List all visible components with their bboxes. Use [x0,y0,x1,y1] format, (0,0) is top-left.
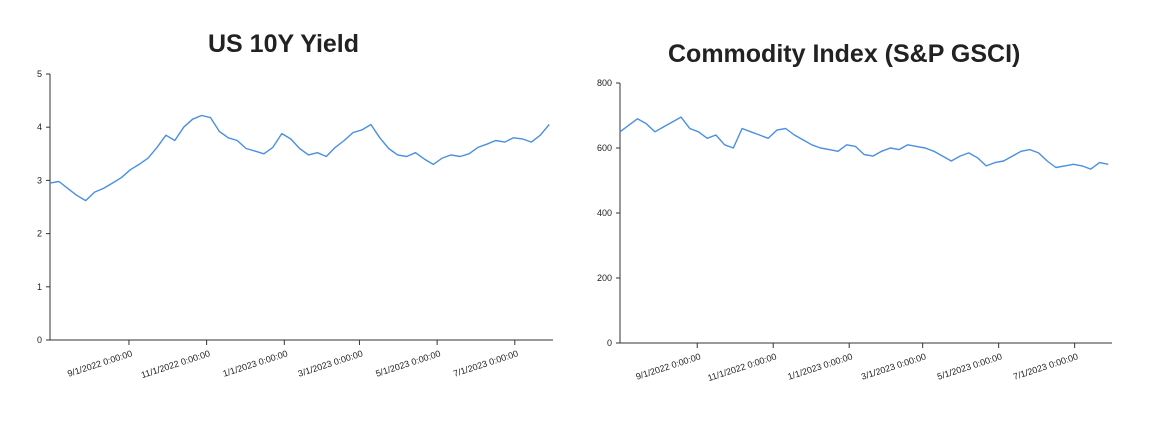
x-tick-label: 9/1/2022 0:00:00 [66,348,133,378]
series-line [49,114,550,202]
us-10y-yield-chart: US 10Y Yield 0 1 2 3 4 5 9/1/2022 0:00:00 11/1/… [37,30,553,380]
y-tick-label: 2 [37,229,42,239]
y-tick-label: 400 [597,208,612,218]
x-tick-label: 1/1/2023 0:00:00 [222,348,289,378]
x-tick-label: 11/1/2022 0:00:00 [706,351,777,383]
y-tick-label: 3 [37,175,42,185]
x-tick-label: 3/1/2023 0:00:00 [860,351,927,381]
y-tick-label: 800 [597,78,612,88]
commodity-index-chart: Commodity Index (S&P GSCI) 0 200 400 600 800… [580,0,1159,428]
x-tick-label: 5/1/2023 0:00:00 [374,348,441,378]
y-tick-label: 200 [597,273,612,283]
y-tick-label: 600 [597,143,612,153]
chart-title: US 10Y Yield [208,30,360,58]
y-tick-label: 5 [37,69,42,79]
yield-plot-area: 0 1 2 3 4 5 9/1/2022 0:00:00 11/1/2022 0:00:00 1… [37,69,553,380]
commodity-plot-area: 0 200 400 600 800 9/1/2022 0:00:00 11/1/2022 0… [597,78,1112,383]
x-tick-label: 3/1/2023 0:00:00 [297,348,364,378]
y-tick-label: 0 [37,335,42,345]
x-tick-label: 5/1/2023 0:00:00 [936,351,1003,381]
y-tick-label: 0 [607,338,612,348]
series-line [619,116,1109,170]
x-tick-label: 11/1/2022 0:00:00 [140,348,211,380]
y-tick-label: 1 [37,282,42,292]
x-tick-label: 7/1/2023 0:00:00 [452,348,519,378]
x-tick-label: 9/1/2022 0:00:00 [634,351,701,381]
x-tick-label: 7/1/2023 0:00:00 [1012,351,1079,381]
chart-title: Commodity Index (S&P GSCI) [668,40,1021,68]
x-tick-label: 1/1/2023 0:00:00 [786,351,853,381]
y-tick-label: 4 [37,122,42,132]
